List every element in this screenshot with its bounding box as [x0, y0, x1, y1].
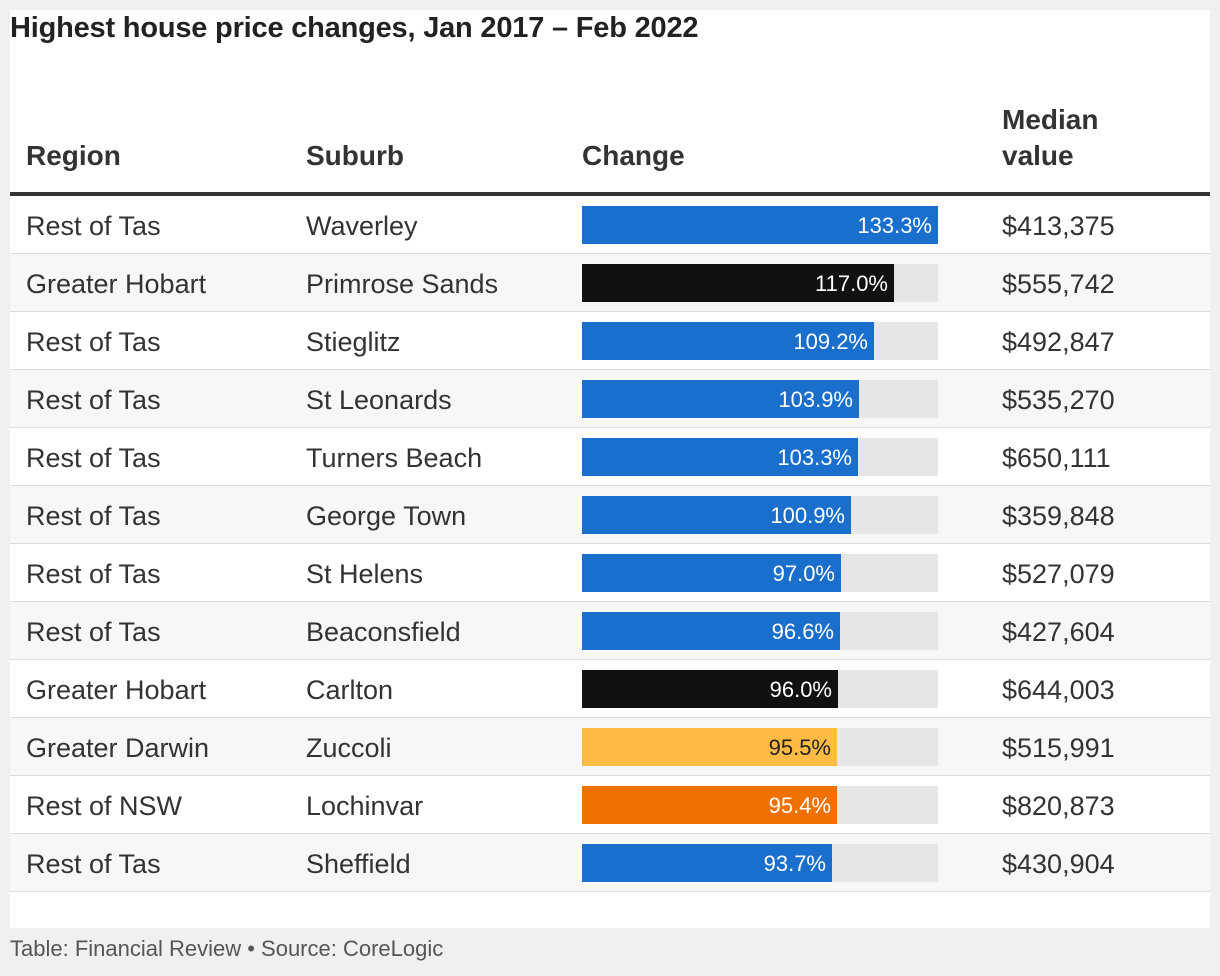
header-suburb: Suburb	[306, 140, 404, 171]
change-value-label: 93.7%	[763, 851, 826, 876]
change-bar	[582, 786, 837, 824]
table-row: Rest of Tas George Town 100.9% $359,848	[10, 486, 1210, 544]
change-bar-track: 95.4%	[582, 786, 938, 824]
cell-region: Rest of Tas	[26, 501, 161, 531]
cell-suburb: Primrose Sands	[306, 269, 499, 299]
table-row: Rest of Tas Sheffield 93.7% $430,904	[10, 834, 1210, 892]
cell-region: Rest of Tas	[26, 385, 161, 415]
cell-median-value: $427,604	[1002, 617, 1115, 647]
change-value-label: 96.6%	[771, 619, 834, 644]
table-row: Greater Hobart Carlton 96.0% $644,003	[10, 660, 1210, 718]
cell-median-value: $820,873	[1002, 791, 1115, 821]
change-bar	[582, 322, 874, 360]
change-bar	[582, 496, 851, 534]
change-bar-track: 103.3%	[582, 438, 938, 476]
change-bar-track: 93.7%	[582, 844, 938, 882]
cell-suburb: St Helens	[306, 559, 424, 589]
cell-region: Greater Darwin	[26, 733, 210, 763]
table-row: Rest of Tas St Helens 97.0% $527,079	[10, 544, 1210, 602]
cell-suburb: Lochinvar	[306, 791, 424, 821]
change-bar-track: 97.0%	[582, 554, 938, 592]
change-bar-track: 95.5%	[582, 728, 938, 766]
table-row: Rest of Tas Stieglitz 109.2% $492,847	[10, 312, 1210, 370]
cell-region: Rest of Tas	[26, 559, 161, 589]
cell-suburb: George Town	[306, 501, 467, 531]
header-median-value: Median value	[1002, 104, 1099, 171]
cell-median-value: $413,375	[1002, 211, 1115, 241]
change-value-label: 95.4%	[768, 793, 831, 818]
change-value-label: 109.2%	[793, 329, 868, 354]
cell-region: Greater Hobart	[26, 675, 207, 705]
cell-median-value: $492,847	[1002, 327, 1115, 357]
table-row: Greater Hobart Primrose Sands 117.0% $555,7…	[10, 254, 1210, 312]
cell-region: Rest of Tas	[26, 211, 161, 241]
table-row: Rest of Tas Turners Beach 103.3% $650,111	[10, 428, 1210, 486]
cell-median-value: $644,003	[1002, 675, 1115, 705]
change-bar	[582, 844, 832, 882]
change-bar-track: 109.2%	[582, 322, 938, 360]
table-row: Greater Darwin Zuccoli 95.5% $515,991	[10, 718, 1210, 776]
table-row: Rest of Tas Beaconsfield 96.6% $427,604	[10, 602, 1210, 660]
change-value-label: 117.0%	[815, 271, 888, 296]
header-change: Change	[582, 140, 685, 171]
change-value-label: 95.5%	[768, 735, 831, 760]
cell-region: Rest of Tas	[26, 327, 161, 357]
cell-median-value: $650,111	[1002, 443, 1111, 473]
cell-suburb: Turners Beach	[306, 443, 483, 473]
change-bar	[582, 206, 938, 244]
change-value-label: 97.0%	[772, 561, 835, 586]
table-row: Rest of Tas Waverley 133.3% $413,375	[10, 196, 1210, 254]
cell-region: Rest of Tas	[26, 617, 161, 647]
cell-suburb: Carlton	[306, 675, 394, 705]
cell-region: Rest of NSW	[26, 791, 183, 821]
change-bar	[582, 264, 894, 302]
cell-median-value: $359,848	[1002, 501, 1115, 531]
change-bar	[582, 438, 858, 476]
cell-median-value: $535,270	[1002, 385, 1115, 415]
cell-median-value: $430,904	[1002, 849, 1115, 879]
change-bar-track: 96.0%	[582, 670, 938, 708]
change-value-label: 103.3%	[777, 445, 852, 470]
table-row: Rest of NSW Lochinvar 95.4% $820,873	[10, 776, 1210, 834]
source-footer: Table: Financial Review • Source: CoreLo…	[10, 936, 444, 961]
change-bar	[582, 728, 837, 766]
change-bar-track: 100.9%	[582, 496, 938, 534]
cell-region: Rest of Tas	[26, 443, 161, 473]
cell-suburb: Zuccoli	[306, 733, 392, 763]
cell-median-value: $515,991	[1002, 733, 1115, 763]
change-bar	[582, 670, 838, 708]
cell-region: Greater Hobart	[26, 269, 207, 299]
change-bar	[582, 380, 859, 418]
change-bar-track: 133.3%	[582, 206, 938, 244]
cell-suburb: Waverley	[306, 211, 418, 241]
table-body: Rest of Tas Waverley 133.3% $413,375 Greater…	[10, 196, 1210, 892]
change-value-label: 100.9%	[770, 503, 845, 528]
cell-median-value: $555,742	[1002, 269, 1115, 299]
change-bar-track: 96.6%	[582, 612, 938, 650]
change-value-label: 133.3%	[857, 213, 932, 238]
cell-suburb: St Leonards	[306, 385, 452, 415]
table-row: Rest of Tas St Leonards 103.9% $535,270	[10, 370, 1210, 428]
header-region: Region	[26, 140, 121, 171]
cell-suburb: Beaconsfield	[306, 617, 461, 647]
change-bar-track: 117.0%	[582, 264, 938, 302]
change-bar-track: 103.9%	[582, 380, 938, 418]
cell-suburb: Stieglitz	[306, 327, 401, 357]
change-bar	[582, 554, 841, 592]
cell-region: Rest of Tas	[26, 849, 161, 879]
cell-suburb: Sheffield	[306, 849, 411, 879]
chart-title: Highest house price changes, Jan 2017 – …	[10, 12, 699, 44]
change-bar	[582, 612, 840, 650]
change-value-label: 96.0%	[769, 677, 832, 702]
change-value-label: 103.9%	[778, 387, 853, 412]
table-header: Region Suburb Change Median value	[10, 100, 1210, 196]
cell-median-value: $527,079	[1002, 559, 1115, 589]
